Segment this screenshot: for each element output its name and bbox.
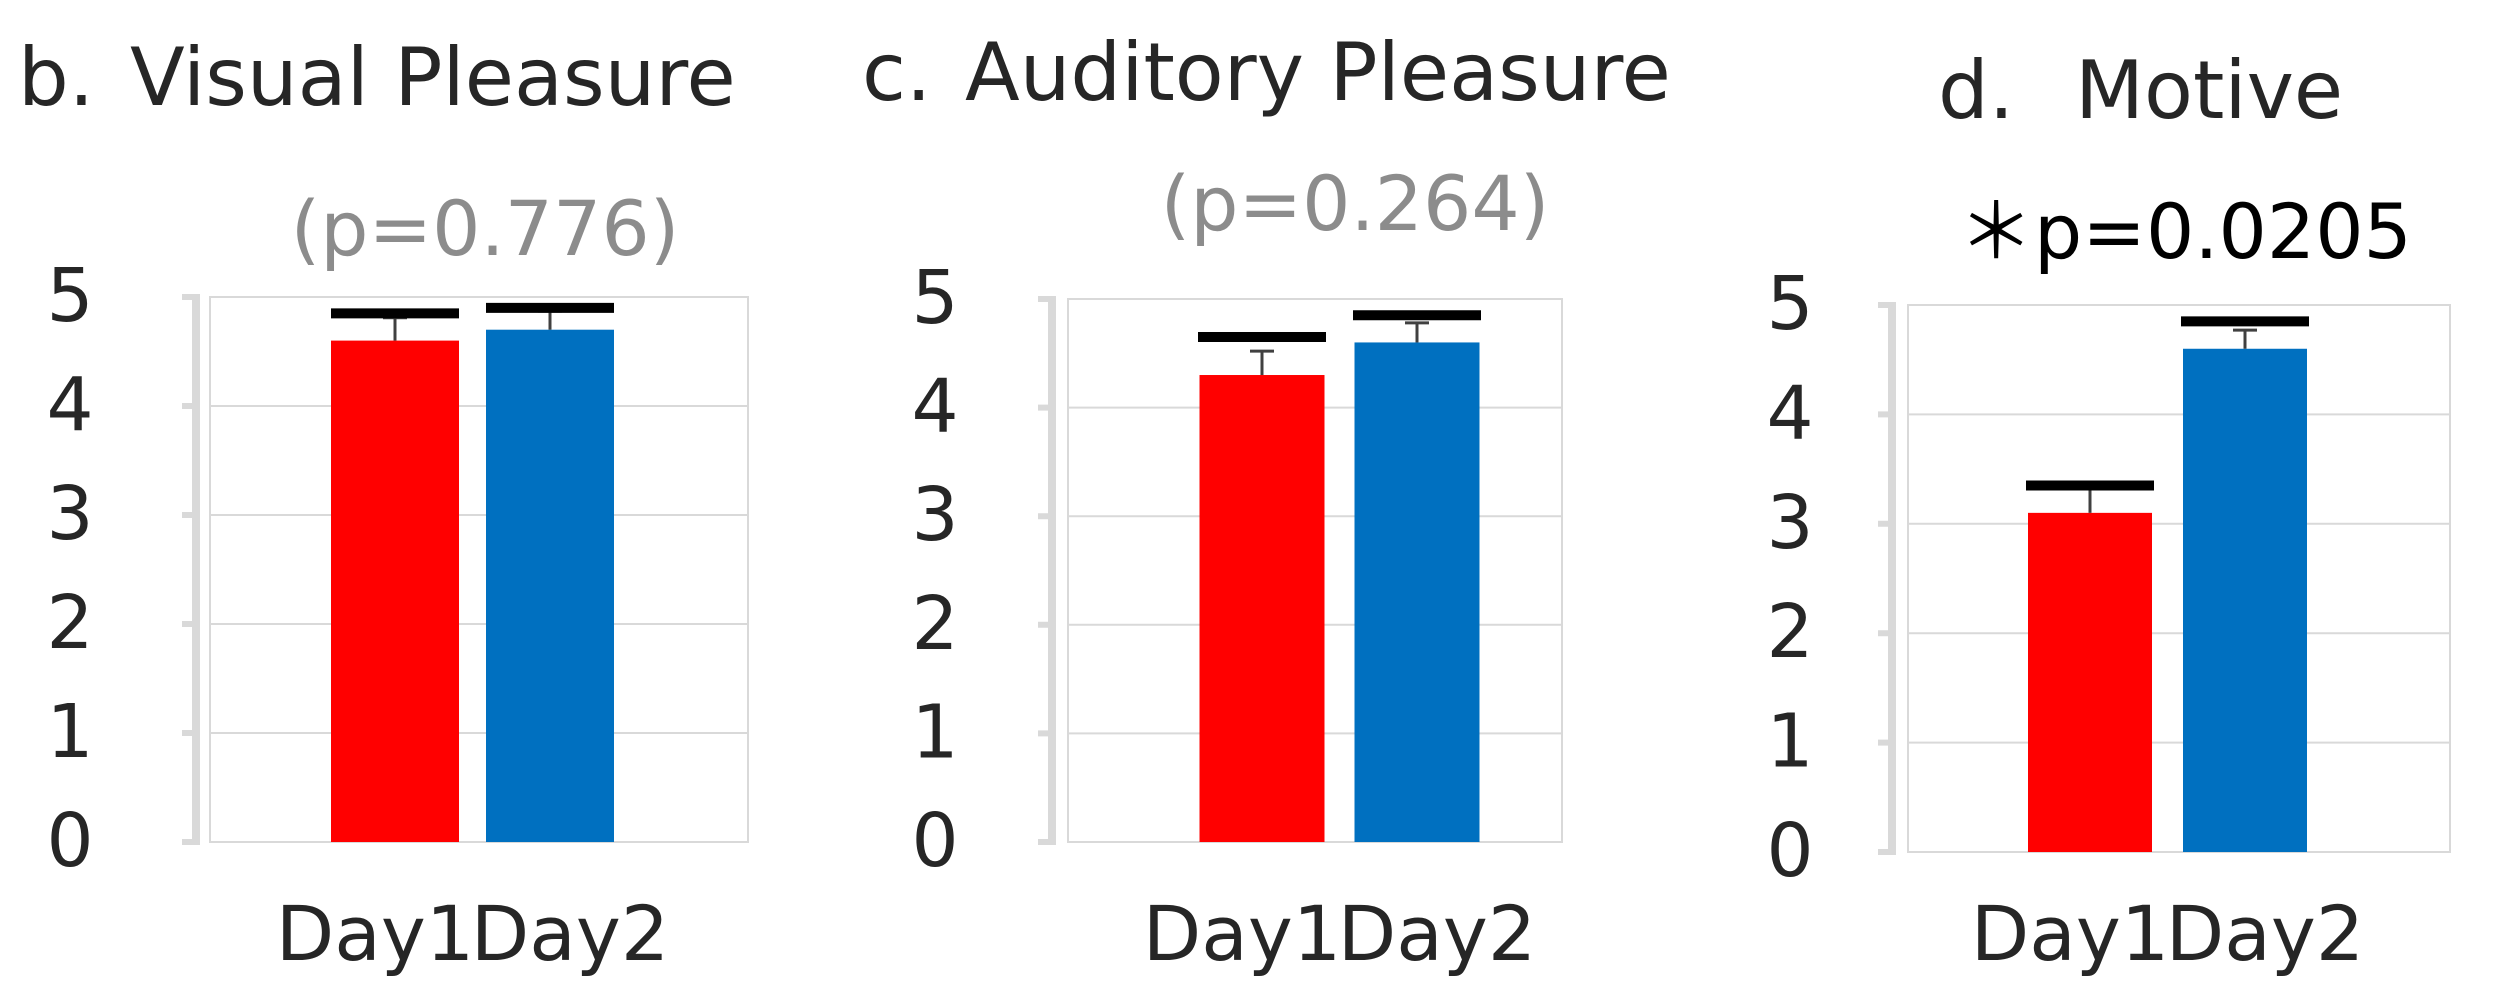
plot-area: [1907, 304, 2451, 853]
bar-day2: [486, 329, 614, 842]
x-category-label: Day1: [1143, 889, 1341, 978]
p-value-label: (p=0.776): [291, 184, 680, 273]
x-category-label: Day1: [1971, 889, 2169, 978]
plot-area: [209, 296, 749, 843]
p-value-label: ＊p=0.0205: [1958, 187, 2412, 276]
chart-title: Auditory Pleasure: [965, 26, 1671, 119]
x-category-label: Day1: [276, 889, 474, 978]
y-tick-label: 3: [46, 471, 93, 557]
p-value-label: (p=0.264): [1161, 159, 1550, 248]
y-tick-label: 1: [46, 689, 93, 775]
y-tick-label: 4: [911, 364, 958, 450]
y-tick-label: 1: [911, 689, 958, 775]
bar-day2: [1354, 342, 1480, 842]
y-tick-label: 2: [46, 580, 93, 666]
bar-day2: [2183, 348, 2307, 852]
panel-label: b.: [18, 31, 94, 124]
chart-title: Visual Pleasure: [130, 31, 736, 124]
bar-day1: [1199, 375, 1325, 842]
x-category-label: Day2: [1338, 889, 1536, 978]
y-tick-label: 4: [1766, 370, 1813, 456]
x-category-label: Day2: [471, 889, 669, 978]
y-tick-label: 4: [46, 362, 93, 448]
y-tick-label: 5: [1766, 261, 1813, 347]
y-tick-label: 0: [911, 798, 958, 884]
y-tick-label: 3: [911, 472, 958, 558]
y-tick-label: 2: [911, 581, 958, 667]
bar-day1: [2028, 512, 2152, 852]
y-tick-label: 0: [46, 798, 93, 884]
y-tick-label: 5: [911, 255, 958, 341]
y-tick-label: 3: [1766, 480, 1813, 566]
y-tick-label: 1: [1766, 699, 1813, 785]
panel-label: c.: [862, 26, 931, 119]
panel-label: d.: [1938, 44, 2014, 137]
y-tick-label: 2: [1766, 589, 1813, 675]
x-category-label: Day2: [2166, 889, 2364, 978]
chart-title: Motive: [2075, 44, 2343, 137]
bar-day1: [331, 340, 459, 842]
y-tick-label: 0: [1766, 808, 1813, 894]
y-tick-label: 5: [46, 253, 93, 339]
